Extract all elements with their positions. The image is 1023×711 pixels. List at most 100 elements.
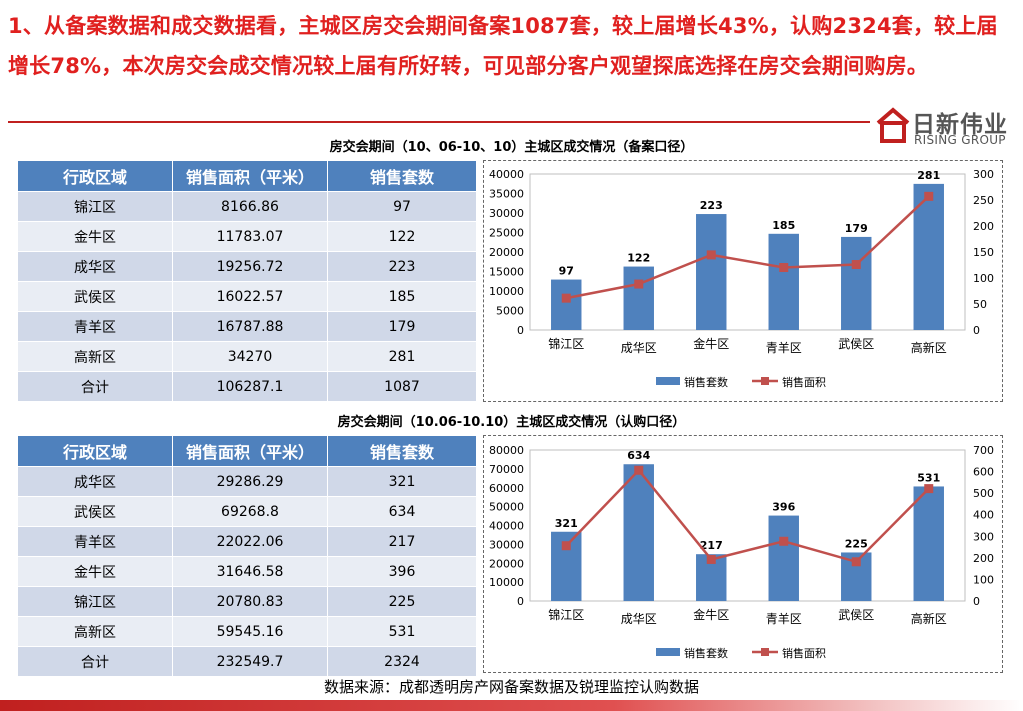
x-category-label: 武侯区 [838,337,874,351]
y-left-tick-label: 60000 [489,482,524,495]
y-right-tick-label: 500 [973,487,994,500]
cell-area: 22022.06 [172,526,328,557]
cell-area: 31646.58 [172,556,328,587]
table-total-row: 合计 232549.7 2324 [17,646,477,677]
cell-units: 396 [327,556,477,587]
bar-data-label: 396 [772,501,795,514]
y-left-tick-label: 15000 [489,266,524,279]
table-row: 武侯区 69268.8 634 [17,496,477,527]
cell-area: 11783.07 [172,221,328,252]
cell-units: 1087 [327,371,477,402]
y-right-tick-label: 100 [973,272,994,285]
cell-area: 69268.8 [172,496,328,527]
y-left-tick-label: 5000 [496,305,524,318]
legend-bar-label: 销售套数 [684,375,728,389]
x-category-label: 高新区 [911,340,947,355]
bar-青羊区 [768,233,799,330]
y-right-tick-label: 700 [973,444,994,457]
y-right-tick-label: 400 [973,509,994,522]
table-row: 金牛区 31646.58 396 [17,556,477,587]
legend-bar-swatch [656,377,680,385]
area-series-line [566,195,930,300]
bar-data-label: 634 [627,449,650,462]
y-left-tick-label: 20000 [489,246,524,259]
area-point-青羊区 [779,536,789,546]
cell-units: 281 [327,341,477,372]
x-category-label: 成华区 [621,612,657,626]
cell-area: 232549.7 [172,646,328,677]
cell-units: 185 [327,281,477,312]
logo-chinese-name: 日新伟业 [912,112,1008,138]
cell-units: 179 [327,311,477,342]
cell-area: 16022.57 [172,281,328,312]
cell-district: 成华区 [17,466,173,497]
header-district: 行政区域 [17,160,173,192]
cell-units: 223 [327,251,477,282]
bar-高新区 [913,183,944,330]
table-row: 锦江区 8166.86 97 [17,191,477,222]
y-right-tick-label: 150 [973,246,994,259]
area-point-成华区 [634,465,644,475]
data-source-note: 数据来源：成都透明房产网备案数据及锐理监控认购数据 [323,678,699,696]
area-point-金牛区 [706,250,716,260]
cell-area: 19256.72 [172,251,328,282]
x-category-label: 青羊区 [766,340,802,355]
y-left-tick-label: 40000 [489,168,524,181]
table-row: 成华区 29286.29 321 [17,466,477,497]
y-right-tick-label: 200 [973,220,994,233]
x-category-label: 金牛区 [693,336,729,351]
header-units: 销售套数 [327,435,477,467]
x-category-label: 锦江区 [548,608,584,622]
cell-district: 高新区 [17,616,173,647]
y-left-tick-label: 40000 [489,520,524,533]
cell-units: 321 [327,466,477,497]
cell-units: 531 [327,616,477,647]
area-point-成华区 [634,279,644,289]
bar-data-label: 179 [845,222,868,235]
chart-2-title: 房交会期间（10.06-10.10）主城区成交情况（认购口径） [337,415,686,430]
cell-district: 武侯区 [17,281,173,312]
table-filing: 行政区域 销售面积（平米） 销售套数 锦江区 8166.86 97 金牛区 11783… [17,160,477,402]
headline-rule [8,121,870,123]
y-left-tick-label: 10000 [489,576,524,589]
cell-area: 16787.88 [172,311,328,342]
cell-district: 锦江区 [17,191,173,222]
cell-area: 20780.83 [172,586,328,617]
table-row: 武侯区 16022.57 185 [17,281,477,312]
bar-金牛区 [696,214,727,330]
bar-青羊区 [768,515,799,601]
logo-english-name: RISING GROUP [914,133,1006,147]
bottom-decorative-bar [0,700,1023,711]
area-point-锦江区 [561,541,571,551]
table-row: 青羊区 22022.06 217 [17,526,477,557]
area-point-金牛区 [706,554,716,564]
x-category-label: 青羊区 [766,611,802,626]
cell-district: 锦江区 [17,586,173,617]
bar-data-label: 223 [700,199,723,212]
legend-line-label: 销售面积 [782,646,826,660]
y-left-tick-label: 0 [517,595,524,608]
area-point-青羊区 [779,263,789,273]
chart-1-title: 房交会期间（10、06-10、10）主城区成交情况（备案口径） [329,140,694,155]
cell-district: 青羊区 [17,311,173,342]
y-left-tick-label: 35000 [489,188,524,201]
y-right-tick-label: 250 [973,194,994,207]
area-point-武侯区 [851,260,861,270]
x-category-label: 成华区 [621,341,657,355]
table-row: 金牛区 11783.07 122 [17,221,477,252]
area-series-line [565,468,930,564]
legend-line-marker [761,648,769,656]
bar-data-label: 185 [772,219,795,232]
table-subscription: 行政区域 销售面积（平米） 销售套数 成华区 29286.29 321 武侯区 692… [17,435,477,677]
y-right-tick-label: 200 [973,552,994,565]
cell-district: 青羊区 [17,526,173,557]
cell-district: 武侯区 [17,496,173,527]
bar-武侯区 [841,236,872,330]
cell-units: 122 [327,221,477,252]
area-point-锦江区 [561,293,571,303]
y-left-tick-label: 50000 [489,501,524,514]
x-category-label: 锦江区 [548,337,584,351]
bar-data-label: 321 [555,517,578,530]
table-header-row: 行政区域 销售面积（平米） 销售套数 [17,435,477,467]
headline: 1、从备案数据和成交数据看，主城区房交会期间备案1087套，较上届增长43%，认… [8,14,998,78]
